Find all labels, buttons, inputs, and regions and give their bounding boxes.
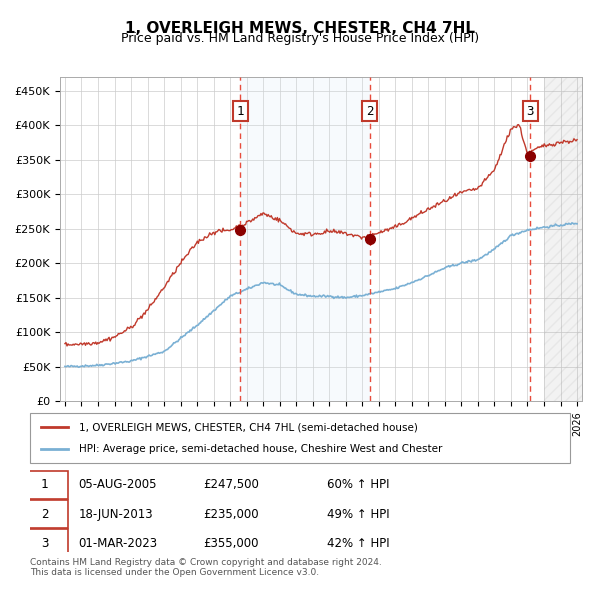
Text: £355,000: £355,000 (203, 536, 259, 550)
Text: 1, OVERLEIGH MEWS, CHESTER, CH4 7HL: 1, OVERLEIGH MEWS, CHESTER, CH4 7HL (125, 21, 475, 35)
FancyBboxPatch shape (22, 500, 68, 527)
Text: HPI: Average price, semi-detached house, Cheshire West and Chester: HPI: Average price, semi-detached house,… (79, 444, 442, 454)
Text: 2: 2 (41, 507, 49, 520)
FancyBboxPatch shape (22, 529, 68, 557)
Text: Contains HM Land Registry data © Crown copyright and database right 2024.
This d: Contains HM Land Registry data © Crown c… (30, 558, 382, 577)
Text: 3: 3 (41, 536, 49, 550)
Text: 2: 2 (366, 104, 374, 118)
Text: 18-JUN-2013: 18-JUN-2013 (79, 507, 153, 520)
Text: Price paid vs. HM Land Registry's House Price Index (HPI): Price paid vs. HM Land Registry's House … (121, 32, 479, 45)
Bar (240, 77, 370, 401)
Text: 1, OVERLEIGH MEWS, CHESTER, CH4 7HL (semi-detached house): 1, OVERLEIGH MEWS, CHESTER, CH4 7HL (sem… (79, 422, 418, 432)
Text: 1: 1 (236, 104, 244, 118)
Bar (544, 77, 586, 401)
Text: 05-AUG-2005: 05-AUG-2005 (79, 478, 157, 491)
Text: 42% ↑ HPI: 42% ↑ HPI (327, 536, 389, 550)
Text: £235,000: £235,000 (203, 507, 259, 520)
Text: 49% ↑ HPI: 49% ↑ HPI (327, 507, 389, 520)
Text: 1: 1 (41, 478, 49, 491)
Text: 3: 3 (527, 104, 534, 118)
FancyBboxPatch shape (22, 471, 68, 499)
FancyBboxPatch shape (30, 413, 570, 463)
Text: 60% ↑ HPI: 60% ↑ HPI (327, 478, 389, 491)
Text: £247,500: £247,500 (203, 478, 259, 491)
Text: 01-MAR-2023: 01-MAR-2023 (79, 536, 158, 550)
